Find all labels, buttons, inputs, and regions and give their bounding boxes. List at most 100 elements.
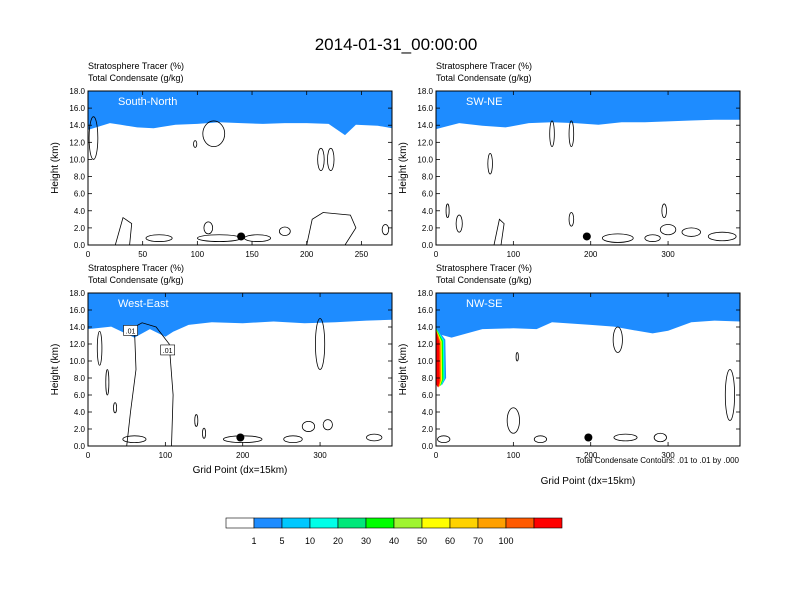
colorbar-box (393, 517, 423, 529)
contour-10 (366, 433, 383, 442)
panel-label: South-North (118, 96, 177, 108)
y-tick-label: 14.0 (417, 121, 433, 130)
x-tick-label: 300 (661, 451, 675, 460)
x-tick-label: 200 (584, 250, 598, 259)
contour-5 (613, 433, 638, 442)
condensate-contours (437, 326, 735, 444)
colorbar-label: 30 (361, 536, 371, 546)
y-tick-label: 18.0 (69, 289, 85, 298)
y-tick-label: 10.0 (417, 155, 433, 164)
y-tick-label: 0.0 (422, 442, 434, 451)
y-tick-label: 8.0 (74, 173, 86, 182)
y-tick-label: 16.0 (69, 104, 85, 113)
contour-12 (707, 231, 737, 242)
contour-7 (145, 234, 173, 242)
contour-3 (506, 407, 520, 434)
x-tick-label: 50 (138, 250, 147, 259)
x-tick-label: 0 (86, 451, 91, 460)
colorbar: 1 5 10 20 30 40 50 60 70 100 (225, 517, 563, 546)
location-marker (236, 433, 245, 442)
x-tick-label: 150 (245, 250, 259, 259)
y-tick-label: 2.0 (74, 425, 86, 434)
panel-title: Stratosphere Tracer (%) (88, 263, 184, 273)
y-tick-label: 16.0 (69, 306, 85, 315)
contour-tag-label: .01 (163, 348, 173, 355)
y-tick-label: 4.0 (74, 408, 86, 417)
contour-7 (661, 203, 667, 219)
contour-1 (549, 120, 555, 148)
contour-4 (445, 203, 450, 219)
x-tick-label: 250 (355, 250, 369, 259)
contour-4 (113, 402, 118, 414)
contour-5 (194, 414, 199, 427)
y-axis-label: Height (km) (50, 344, 61, 396)
contour-8 (322, 419, 333, 431)
x-tick-label: 200 (584, 451, 598, 460)
contour-12 (114, 216, 133, 245)
y-tick-label: 18.0 (417, 87, 433, 96)
contour-11 (644, 234, 661, 242)
x-tick-label: 300 (313, 451, 327, 460)
contour-2 (515, 352, 519, 362)
contour-9 (283, 435, 303, 444)
tracer-band-11 (436, 293, 740, 338)
panel-label: NW-SE (466, 298, 502, 310)
x-tick-label: 100 (191, 250, 205, 259)
plot-frame (87, 90, 393, 246)
y-tick-label: 16.0 (417, 306, 433, 315)
x-tick-label: 0 (434, 250, 439, 259)
colorbar-label: 10 (305, 536, 315, 546)
y-tick-label: 0.0 (74, 442, 86, 451)
colorbar-label: 40 (389, 536, 399, 546)
panel-label: SW-NE (466, 96, 502, 108)
tracer-band-11 (88, 91, 392, 136)
x-tick-label: 200 (236, 451, 250, 460)
x-tick-label: 300 (661, 250, 675, 259)
contour-6 (202, 427, 206, 439)
x-axis-label: Grid Point (dx=15km) (193, 465, 288, 476)
colorbar-label: 50 (417, 536, 427, 546)
y-tick-label: 6.0 (74, 391, 86, 400)
colorbar-label: 5 (279, 536, 284, 546)
contour-13 (493, 218, 505, 245)
contour-tag-label: .01 (126, 328, 136, 335)
x-tick-label: 100 (159, 451, 173, 460)
y-tick-label: 4.0 (422, 408, 434, 417)
panel-subtitle: Total Condensate (g/kg) (436, 275, 532, 285)
y-tick-label: 14.0 (417, 323, 433, 332)
tracer-field (436, 293, 740, 388)
x-tick-label: 100 (507, 451, 521, 460)
x-tick-label: 0 (434, 451, 439, 460)
panel-title: Stratosphere Tracer (%) (88, 61, 184, 71)
contour-10 (601, 233, 634, 243)
panel-subtitle: Total Condensate (g/kg) (88, 275, 184, 285)
colorbar-box (505, 517, 535, 529)
contour-1 (315, 318, 326, 370)
contour-1 (88, 116, 99, 160)
contour-4 (327, 147, 335, 171)
contour-5 (455, 214, 463, 233)
panels: South-North Stratosphere Tracer (%) Total … (50, 61, 741, 487)
colorbar-box (225, 517, 255, 529)
contour-13 (126, 322, 174, 446)
y-tick-label: 4.0 (74, 207, 86, 216)
x-tick-label: 100 (507, 250, 521, 259)
y-tick-label: 10.0 (417, 357, 433, 366)
panel-title: Stratosphere Tracer (%) (436, 263, 532, 273)
contour-6 (568, 212, 575, 227)
colorbar-label: 70 (473, 536, 483, 546)
x-tick-label: 200 (300, 250, 314, 259)
contour-3 (487, 153, 493, 175)
contour-8 (659, 224, 677, 236)
colorbar-box (253, 517, 283, 529)
contour-5 (193, 140, 198, 148)
figure-title: 2014-01-31_00:00:00 (315, 35, 478, 54)
panel-south-north: South-North Stratosphere Tracer (%) Total … (50, 61, 393, 259)
colorbar-label: 20 (333, 536, 343, 546)
contour-4 (653, 432, 667, 443)
contour-1 (612, 326, 623, 353)
contour-7 (533, 435, 548, 444)
location-marker (582, 232, 591, 241)
y-tick-label: 14.0 (69, 121, 85, 130)
